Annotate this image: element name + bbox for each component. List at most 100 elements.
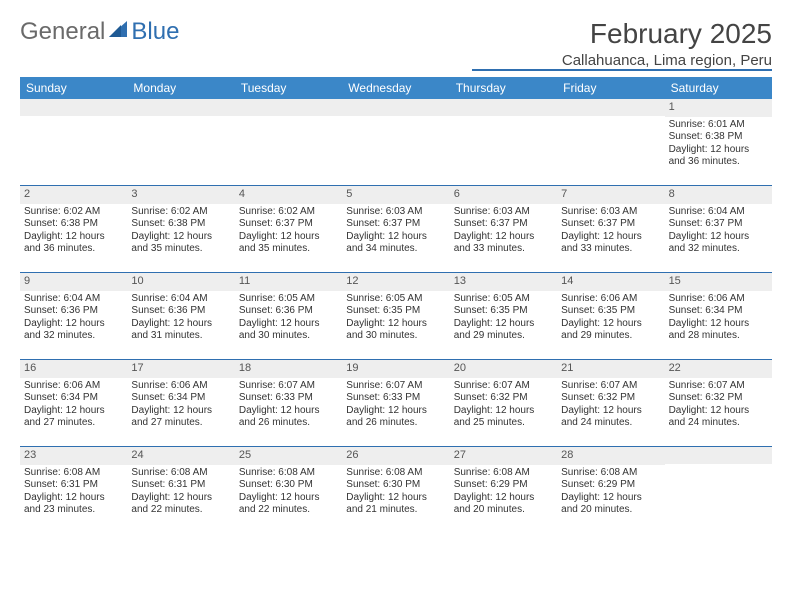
day-number: 19: [342, 360, 449, 378]
daylight-text: Daylight: 12 hours and 24 minutes.: [561, 405, 660, 430]
day-cell: 6Sunrise: 6:03 AMSunset: 6:37 PMDaylight…: [450, 186, 557, 272]
day-header-cell: Tuesday: [235, 77, 342, 99]
day-cell: 14Sunrise: 6:06 AMSunset: 6:35 PMDayligh…: [557, 273, 664, 359]
day-cell: 5Sunrise: 6:03 AMSunset: 6:37 PMDaylight…: [342, 186, 449, 272]
day-number: 15: [665, 273, 772, 291]
day-number: 20: [450, 360, 557, 378]
day-header-cell: Monday: [127, 77, 234, 99]
sunrise-text: Sunrise: 6:04 AM: [24, 293, 123, 306]
sunrise-text: Sunrise: 6:02 AM: [131, 206, 230, 219]
sunrise-text: Sunrise: 6:07 AM: [669, 380, 768, 393]
daylight-text: Daylight: 12 hours and 30 minutes.: [239, 318, 338, 343]
sunset-text: Sunset: 6:38 PM: [131, 218, 230, 231]
daylight-text: Daylight: 12 hours and 35 minutes.: [239, 231, 338, 256]
sunrise-text: Sunrise: 6:08 AM: [131, 467, 230, 480]
day-cell: 22Sunrise: 6:07 AMSunset: 6:32 PMDayligh…: [665, 360, 772, 446]
day-header-cell: Thursday: [450, 77, 557, 99]
week-row: 23Sunrise: 6:08 AMSunset: 6:31 PMDayligh…: [20, 447, 772, 533]
sunrise-text: Sunrise: 6:08 AM: [346, 467, 445, 480]
day-number: [665, 447, 772, 464]
day-body: Sunrise: 6:08 AMSunset: 6:30 PMDaylight:…: [235, 465, 342, 521]
sunset-text: Sunset: 6:35 PM: [454, 305, 553, 318]
week-row: 2Sunrise: 6:02 AMSunset: 6:38 PMDaylight…: [20, 186, 772, 273]
week-row: 1Sunrise: 6:01 AMSunset: 6:38 PMDaylight…: [20, 99, 772, 186]
day-body: Sunrise: 6:05 AMSunset: 6:36 PMDaylight:…: [235, 291, 342, 347]
day-body: Sunrise: 6:01 AMSunset: 6:38 PMDaylight:…: [665, 117, 772, 173]
day-body: Sunrise: 6:05 AMSunset: 6:35 PMDaylight:…: [450, 291, 557, 347]
brand-text-blue: Blue: [131, 21, 179, 43]
daylight-text: Daylight: 12 hours and 29 minutes.: [561, 318, 660, 343]
day-cell: 18Sunrise: 6:07 AMSunset: 6:33 PMDayligh…: [235, 360, 342, 446]
day-body: Sunrise: 6:07 AMSunset: 6:32 PMDaylight:…: [557, 378, 664, 434]
day-header-row: SundayMondayTuesdayWednesdayThursdayFrid…: [20, 77, 772, 99]
daylight-text: Daylight: 12 hours and 26 minutes.: [346, 405, 445, 430]
sunrise-text: Sunrise: 6:08 AM: [24, 467, 123, 480]
sunrise-text: Sunrise: 6:07 AM: [346, 380, 445, 393]
day-number: 12: [342, 273, 449, 291]
day-body: Sunrise: 6:06 AMSunset: 6:34 PMDaylight:…: [127, 378, 234, 434]
sunset-text: Sunset: 6:33 PM: [346, 392, 445, 405]
month-title: February 2025: [472, 18, 772, 50]
daylight-text: Daylight: 12 hours and 22 minutes.: [131, 492, 230, 517]
sunrise-text: Sunrise: 6:06 AM: [669, 293, 768, 306]
day-body: Sunrise: 6:02 AMSunset: 6:38 PMDaylight:…: [127, 204, 234, 260]
day-cell: 19Sunrise: 6:07 AMSunset: 6:33 PMDayligh…: [342, 360, 449, 446]
daylight-text: Daylight: 12 hours and 20 minutes.: [561, 492, 660, 517]
day-number: 25: [235, 447, 342, 465]
sunrise-text: Sunrise: 6:03 AM: [454, 206, 553, 219]
day-cell: 1Sunrise: 6:01 AMSunset: 6:38 PMDaylight…: [665, 99, 772, 185]
day-body: Sunrise: 6:07 AMSunset: 6:33 PMDaylight:…: [235, 378, 342, 434]
day-number: 8: [665, 186, 772, 204]
daylight-text: Daylight: 12 hours and 32 minutes.: [24, 318, 123, 343]
day-cell: 26Sunrise: 6:08 AMSunset: 6:30 PMDayligh…: [342, 447, 449, 533]
day-body: Sunrise: 6:06 AMSunset: 6:35 PMDaylight:…: [557, 291, 664, 347]
sunset-text: Sunset: 6:36 PM: [24, 305, 123, 318]
daylight-text: Daylight: 12 hours and 24 minutes.: [669, 405, 768, 430]
day-cell: [20, 99, 127, 185]
day-body: Sunrise: 6:03 AMSunset: 6:37 PMDaylight:…: [342, 204, 449, 260]
day-number: 7: [557, 186, 664, 204]
day-body: Sunrise: 6:04 AMSunset: 6:37 PMDaylight:…: [665, 204, 772, 260]
sunset-text: Sunset: 6:29 PM: [454, 479, 553, 492]
calendar: SundayMondayTuesdayWednesdayThursdayFrid…: [20, 77, 772, 533]
sunset-text: Sunset: 6:32 PM: [454, 392, 553, 405]
day-number: 24: [127, 447, 234, 465]
day-cell: 28Sunrise: 6:08 AMSunset: 6:29 PMDayligh…: [557, 447, 664, 533]
daylight-text: Daylight: 12 hours and 22 minutes.: [239, 492, 338, 517]
sunset-text: Sunset: 6:32 PM: [669, 392, 768, 405]
day-header-cell: Wednesday: [342, 77, 449, 99]
sunset-text: Sunset: 6:37 PM: [669, 218, 768, 231]
sunset-text: Sunset: 6:37 PM: [239, 218, 338, 231]
daylight-text: Daylight: 12 hours and 30 minutes.: [346, 318, 445, 343]
day-number: 3: [127, 186, 234, 204]
sunrise-text: Sunrise: 6:05 AM: [346, 293, 445, 306]
sunset-text: Sunset: 6:31 PM: [24, 479, 123, 492]
day-body: Sunrise: 6:07 AMSunset: 6:33 PMDaylight:…: [342, 378, 449, 434]
day-number: 10: [127, 273, 234, 291]
sunset-text: Sunset: 6:33 PM: [239, 392, 338, 405]
day-cell: 20Sunrise: 6:07 AMSunset: 6:32 PMDayligh…: [450, 360, 557, 446]
day-number: [20, 99, 127, 116]
sunset-text: Sunset: 6:34 PM: [131, 392, 230, 405]
sunrise-text: Sunrise: 6:08 AM: [239, 467, 338, 480]
day-cell: [665, 447, 772, 533]
sail-icon: [107, 18, 129, 46]
sunset-text: Sunset: 6:35 PM: [346, 305, 445, 318]
sunrise-text: Sunrise: 6:02 AM: [24, 206, 123, 219]
location-text: Callahuanca, Lima region, Peru: [472, 52, 772, 69]
day-number: 13: [450, 273, 557, 291]
day-body: Sunrise: 6:06 AMSunset: 6:34 PMDaylight:…: [665, 291, 772, 347]
sunset-text: Sunset: 6:29 PM: [561, 479, 660, 492]
sunset-text: Sunset: 6:32 PM: [561, 392, 660, 405]
day-body: Sunrise: 6:04 AMSunset: 6:36 PMDaylight:…: [127, 291, 234, 347]
daylight-text: Daylight: 12 hours and 20 minutes.: [454, 492, 553, 517]
day-number: 27: [450, 447, 557, 465]
sunset-text: Sunset: 6:30 PM: [239, 479, 338, 492]
day-cell: 21Sunrise: 6:07 AMSunset: 6:32 PMDayligh…: [557, 360, 664, 446]
daylight-text: Daylight: 12 hours and 36 minutes.: [24, 231, 123, 256]
day-cell: 12 Sunrise: 6:05 AMSunset: 6:35 PMDayligh…: [342, 273, 449, 359]
day-body: Sunrise: 6:08 AMSunset: 6:29 PMDaylight:…: [557, 465, 664, 521]
day-number: 17: [127, 360, 234, 378]
week-row: 16Sunrise: 6:06 AMSunset: 6:34 PMDayligh…: [20, 360, 772, 447]
day-number: [235, 99, 342, 116]
